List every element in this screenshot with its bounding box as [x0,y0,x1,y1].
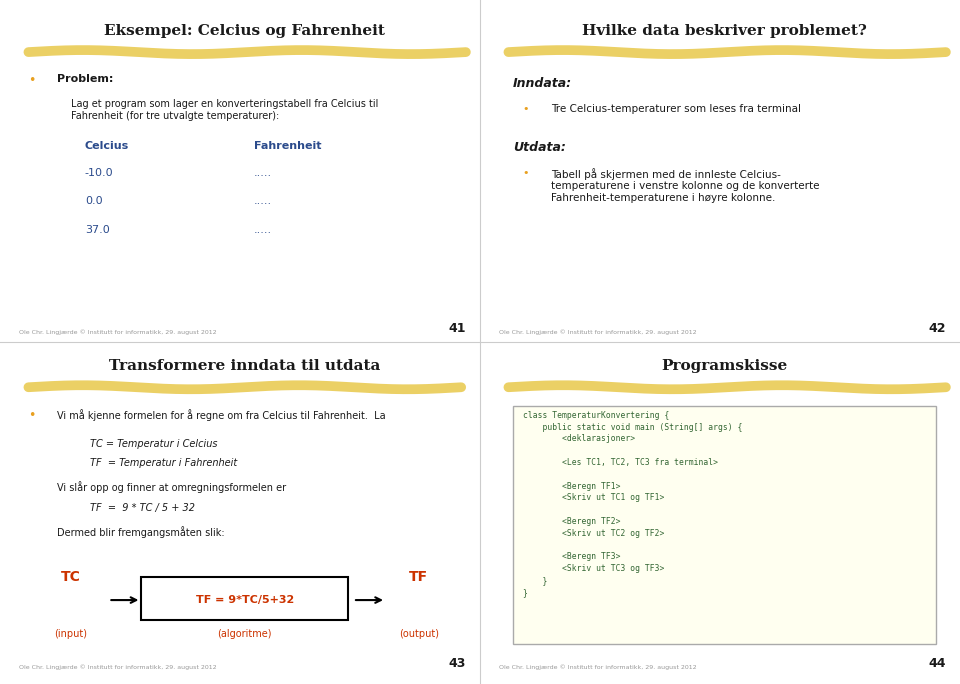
Text: Inndata:: Inndata: [513,77,572,90]
Text: 42: 42 [928,322,946,335]
Text: •: • [522,168,529,178]
Text: Programskisse: Programskisse [661,359,788,373]
Text: Ole Chr. Lingjærde © Institutt for informatikk, 29. august 2012: Ole Chr. Lingjærde © Institutt for infor… [19,330,217,335]
Text: Utdata:: Utdata: [513,141,566,154]
Text: 44: 44 [928,657,946,670]
Text: 37.0: 37.0 [84,224,109,235]
Text: TC: TC [60,570,81,583]
Text: (input): (input) [55,629,87,639]
Text: TF  =  9 * TC / 5 + 32: TF = 9 * TC / 5 + 32 [89,503,195,513]
Text: TC = Temperatur i Celcius: TC = Temperatur i Celcius [89,439,217,449]
Text: Ole Chr. Lingjærde © Institutt for informatikk, 29. august 2012: Ole Chr. Lingjærde © Institutt for infor… [19,665,217,670]
Text: (output): (output) [398,629,439,639]
Text: Tabell på skjermen med de innleste Celcius-
temperaturene i venstre kolonne og d: Tabell på skjermen med de innleste Celci… [551,168,819,203]
Text: Ole Chr. Lingjærde © Institutt for informatikk, 29. august 2012: Ole Chr. Lingjærde © Institutt for infor… [499,665,697,670]
Text: TF  = Temperatur i Fahrenheit: TF = Temperatur i Fahrenheit [89,458,237,468]
Text: class TemperaturKonvertering {
    public static void main (String[] args) {
   : class TemperaturKonvertering { public st… [522,410,742,596]
Text: .....: ..... [254,224,273,235]
Text: •: • [29,409,36,422]
Text: Lag et program som lager en konverteringstabell fra Celcius til
Fahrenheit (for : Lag et program som lager en konvertering… [71,99,378,120]
Text: TF: TF [409,570,428,583]
Text: Dermed blir fremgangsmåten slik:: Dermed blir fremgangsmåten slik: [57,527,225,538]
Text: Vi slår opp og finner at omregningsformelen er: Vi slår opp og finner at omregningsforme… [57,481,286,493]
Text: •: • [522,104,529,114]
Text: Eksempel: Celcius og Fahrenheit: Eksempel: Celcius og Fahrenheit [105,24,385,38]
Text: Hvilke data beskriver problemet?: Hvilke data beskriver problemet? [583,24,867,38]
Text: Fahrenheit: Fahrenheit [254,141,322,151]
Text: •: • [29,74,36,87]
Bar [513,406,937,644]
Text: .....: ..... [254,168,273,178]
Text: 41: 41 [448,322,466,335]
Text: -10.0: -10.0 [84,168,113,178]
Text: Vi må kjenne formelen for å regne om fra Celcius til Fahrenheit.  La: Vi må kjenne formelen for å regne om fra… [57,409,385,421]
Text: TF = 9*TC/5+32: TF = 9*TC/5+32 [196,595,294,605]
Text: 43: 43 [448,657,466,670]
Text: Problem:: Problem: [57,74,113,84]
Text: Celcius: Celcius [84,141,129,151]
Text: .....: ..... [254,196,273,206]
Text: 0.0: 0.0 [84,196,103,206]
Text: Transformere inndata til utdata: Transformere inndata til utdata [109,359,380,373]
Text: Ole Chr. Lingjærde © Institutt for informatikk, 29. august 2012: Ole Chr. Lingjærde © Institutt for infor… [499,330,697,335]
Text: Tre Celcius-temperaturer som leses fra terminal: Tre Celcius-temperaturer som leses fra t… [551,104,801,114]
Text: (algoritme): (algoritme) [218,629,272,639]
Bar [141,577,348,620]
